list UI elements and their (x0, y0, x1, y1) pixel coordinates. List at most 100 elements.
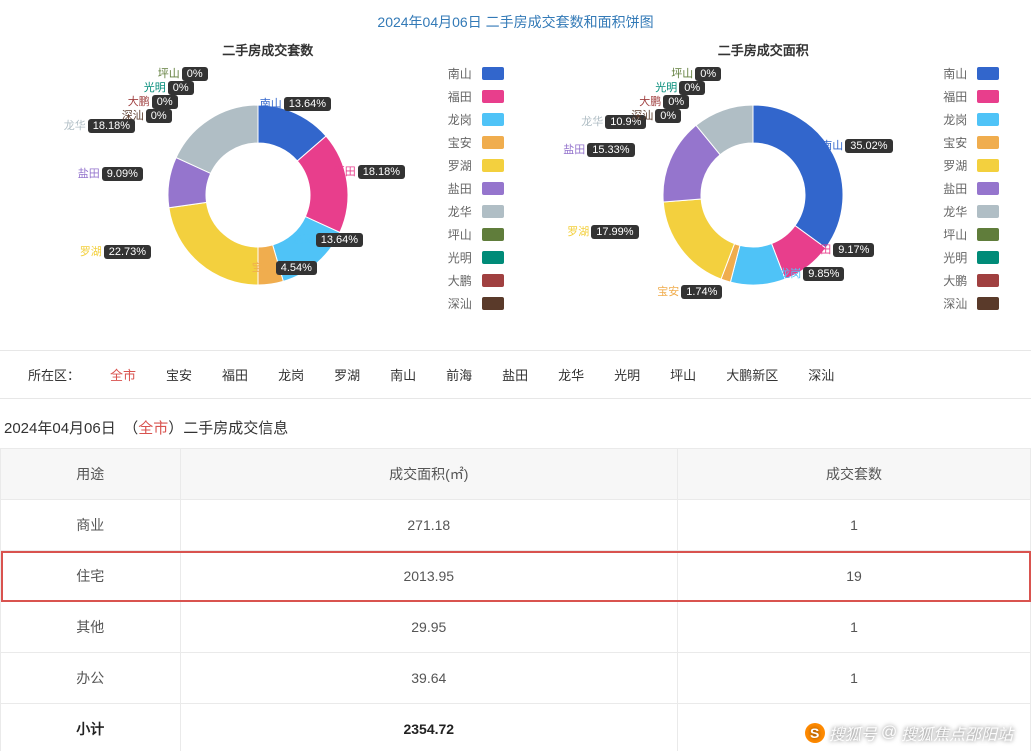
table-cell: 小计 (1, 704, 181, 751)
legend-label: 光明 (448, 249, 478, 266)
legend-swatch (977, 297, 999, 310)
legend-label: 光明 (943, 249, 973, 266)
filter-item-宝安[interactable]: 宝安 (166, 365, 192, 384)
chart-area-title: 二手房成交面积 (523, 40, 1003, 59)
table-body: 商业271.181住宅2013.9519其他29.951办公39.641小计23… (1, 500, 1031, 751)
filter-item-福田[interactable]: 福田 (222, 365, 248, 384)
filter-item-全市[interactable]: 全市 (110, 365, 136, 384)
legend-item-深汕[interactable]: 深汕 (448, 295, 508, 312)
legend-swatch (482, 136, 504, 149)
table-cell: 2013.95 (180, 551, 677, 602)
legend-item-龙华[interactable]: 龙华 (448, 203, 508, 220)
donut-slice-罗湖[interactable] (664, 199, 735, 279)
filter-item-南山[interactable]: 南山 (390, 365, 416, 384)
filter-item-龙华[interactable]: 龙华 (558, 365, 584, 384)
watermark-at: @ (881, 724, 897, 742)
legend-item-大鹏[interactable]: 大鹏 (943, 272, 1003, 289)
legend-item-罗湖[interactable]: 罗湖 (448, 157, 508, 174)
legend-label: 龙岗 (448, 111, 478, 128)
filter-item-前海[interactable]: 前海 (446, 365, 472, 384)
legend-swatch (482, 205, 504, 218)
legend-item-坪山[interactable]: 坪山 (448, 226, 508, 243)
legend-swatch (482, 90, 504, 103)
table-row: 住宅2013.9519 (1, 551, 1031, 602)
legend-item-福田[interactable]: 福田 (448, 88, 508, 105)
slice-label-深汕: 深汕0% (122, 107, 172, 123)
legend-item-宝安[interactable]: 宝安 (448, 134, 508, 151)
filter-item-罗湖[interactable]: 罗湖 (334, 365, 360, 384)
legend-label: 宝安 (943, 134, 973, 151)
chart-count: 二手房成交套数 南山13.64%福田18.18%龙岗13.64%宝安4.54%罗… (28, 40, 508, 330)
legend-item-龙岗[interactable]: 龙岗 (943, 111, 1003, 128)
slice-label-龙岗: 龙岗9.85% (779, 265, 844, 281)
legend-swatch (482, 297, 504, 310)
legend-item-南山[interactable]: 南山 (448, 65, 508, 82)
filter-item-光明[interactable]: 光明 (614, 365, 640, 384)
legend-item-福田[interactable]: 福田 (943, 88, 1003, 105)
table-row: 商业271.181 (1, 500, 1031, 551)
table-row: 其他29.951 (1, 602, 1031, 653)
legend-swatch (977, 274, 999, 287)
legend-label: 盐田 (943, 180, 973, 197)
donut-slice-龙华[interactable] (176, 105, 258, 173)
slice-label-福田: 福田9.17% (809, 241, 874, 257)
legend-swatch (977, 113, 999, 126)
section-suffix: ）二手房成交信息 (168, 420, 288, 437)
table-header-row: 用途成交面积(㎡)成交套数 (1, 449, 1031, 500)
transaction-table: 用途成交面积(㎡)成交套数 商业271.181住宅2013.9519其他29.9… (0, 448, 1031, 751)
legend-item-光明[interactable]: 光明 (943, 249, 1003, 266)
page-title: 2024年04月06日 二手房成交套数和面积饼图 (0, 0, 1031, 40)
filter-item-龙岗[interactable]: 龙岗 (278, 365, 304, 384)
filter-item-大鹏新区[interactable]: 大鹏新区 (726, 365, 778, 384)
table-cell: 271.18 (180, 500, 677, 551)
table-row: 办公39.641 (1, 653, 1031, 704)
legend-label: 福田 (943, 88, 973, 105)
table-cell: 其他 (1, 602, 181, 653)
legend-swatch (482, 274, 504, 287)
legend-item-宝安[interactable]: 宝安 (943, 134, 1003, 151)
slice-label-深汕: 深汕0% (631, 107, 681, 123)
legend-item-盐田[interactable]: 盐田 (448, 180, 508, 197)
chart-count-title: 二手房成交套数 (28, 40, 508, 59)
legend-label: 龙华 (943, 203, 973, 220)
table-cell: 1 (678, 500, 1031, 551)
legend-item-龙岗[interactable]: 龙岗 (448, 111, 508, 128)
slice-label-宝安: 宝安1.74% (657, 283, 722, 299)
legend-item-罗湖[interactable]: 罗湖 (943, 157, 1003, 174)
filter-item-深汕[interactable]: 深汕 (808, 365, 834, 384)
legend-item-南山[interactable]: 南山 (943, 65, 1003, 82)
sohu-icon: S (805, 723, 825, 743)
legend-swatch (482, 159, 504, 172)
legend-label: 福田 (448, 88, 478, 105)
legend-label: 南山 (943, 65, 973, 82)
legend-item-盐田[interactable]: 盐田 (943, 180, 1003, 197)
slice-label-宝安: 宝安4.54% (252, 259, 317, 275)
legend-item-深汕[interactable]: 深汕 (943, 295, 1003, 312)
watermark: S 搜狐号 @ 搜狐焦点邵阳站 (805, 721, 1013, 745)
legend-label: 大鹏 (943, 272, 973, 289)
slice-label-盐田: 盐田9.09% (78, 165, 143, 181)
table-header-cell: 成交面积(㎡) (180, 449, 677, 500)
donut-slice-南山[interactable] (753, 105, 843, 248)
legend-item-龙华[interactable]: 龙华 (943, 203, 1003, 220)
legend-item-坪山[interactable]: 坪山 (943, 226, 1003, 243)
legend-item-大鹏[interactable]: 大鹏 (448, 272, 508, 289)
filter-item-盐田[interactable]: 盐田 (502, 365, 528, 384)
legend-area: 南山福田龙岗宝安罗湖盐田龙华坪山光明大鹏深汕 (943, 65, 1003, 318)
filter-label: 所在区： (28, 365, 80, 384)
chart-count-area: 南山13.64%福田18.18%龙岗13.64%宝安4.54%罗湖22.73%盐… (28, 65, 508, 325)
donut-slice-罗湖[interactable] (169, 202, 258, 285)
legend-label: 罗湖 (448, 157, 478, 174)
legend-swatch (977, 251, 999, 264)
district-filter-bar: 所在区： 全市 宝安 福田 龙岗 罗湖 南山 前海 盐田 龙华 光明 坪山 大鹏新区 深汕 (0, 350, 1031, 399)
legend-label: 罗湖 (943, 157, 973, 174)
filter-item-坪山[interactable]: 坪山 (670, 365, 696, 384)
chart-area: 二手房成交面积 南山35.02%福田9.17%龙岗9.85%宝安1.74%罗湖1… (523, 40, 1003, 330)
legend-item-光明[interactable]: 光明 (448, 249, 508, 266)
legend-label: 南山 (448, 65, 478, 82)
legend-swatch (977, 205, 999, 218)
slice-label-盐田: 盐田15.33% (563, 141, 634, 157)
table-cell: 39.64 (180, 653, 677, 704)
table-cell: 19 (678, 551, 1031, 602)
slice-label-南山: 南山35.02% (821, 137, 892, 153)
